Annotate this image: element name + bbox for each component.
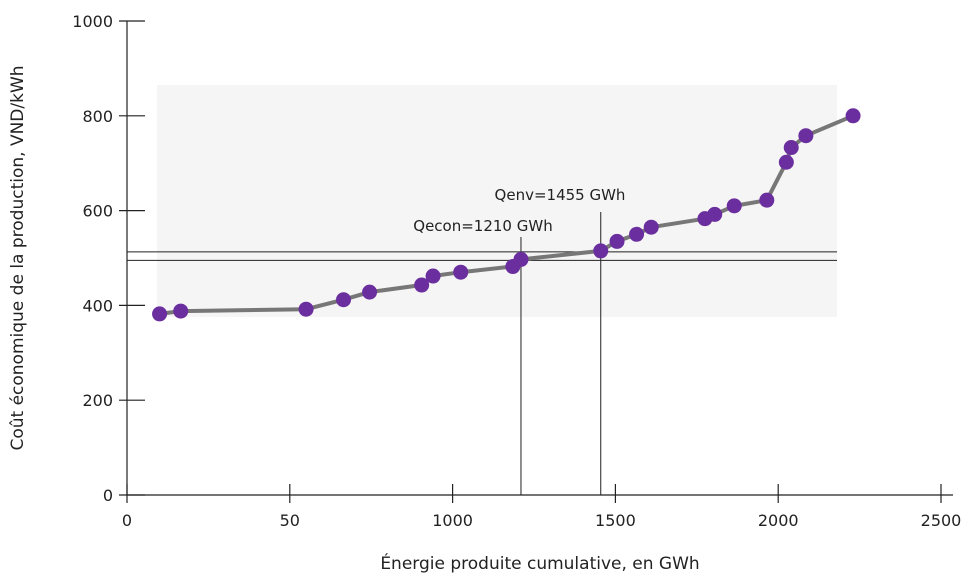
data-point [609,233,625,249]
annotation-label: Qenv=1455 GWh [495,186,626,204]
data-point [629,226,645,242]
data-point [336,292,352,308]
x-axis-label: Énergie produite cumulative, en GWh [380,552,699,573]
x-tick-label: 1000 [432,511,473,530]
x-tick-label: 1500 [595,511,636,530]
y-tick-label: 600 [82,202,113,221]
data-points [152,108,861,322]
data-point [173,303,189,319]
data-point [783,140,799,156]
reference-lines [127,212,837,495]
x-tick-label: 0 [122,511,132,530]
data-point [362,284,378,300]
data-point [643,219,659,235]
y-tick-label: 800 [82,107,113,126]
data-point [726,198,742,214]
annotations: Qenv=1455 GWh Qecon=1210 GWh [413,186,625,235]
axes [126,21,953,496]
data-point [707,206,723,222]
data-point [425,268,441,284]
data-point [593,243,609,259]
y-tick-label: 400 [82,296,113,315]
y-tick-label: 0 [103,486,113,505]
data-point [798,128,814,144]
cost-curve [159,113,854,316]
data-point [414,277,430,293]
y-tick-label: 1000 [72,12,113,31]
data-point [759,192,775,208]
x-tick-label: 2500 [921,511,962,530]
x-tick-label: 2000 [758,511,799,530]
data-point [778,154,794,170]
x-tick-label: 50 [280,511,300,530]
data-point [845,108,861,124]
shaded-band [157,85,837,317]
y-tick-label: 200 [82,391,113,410]
data-point [453,264,469,280]
data-point [513,251,529,267]
data-point [298,301,314,317]
ticks: 0 200 400 600 800 1000 0 50 1000 1500 2000 2500 [72,12,961,530]
y-axis-label: Coût économique de la production, VND/kW… [8,65,28,450]
data-point [152,306,168,322]
annotation-label: Qecon=1210 GWh [413,217,552,235]
